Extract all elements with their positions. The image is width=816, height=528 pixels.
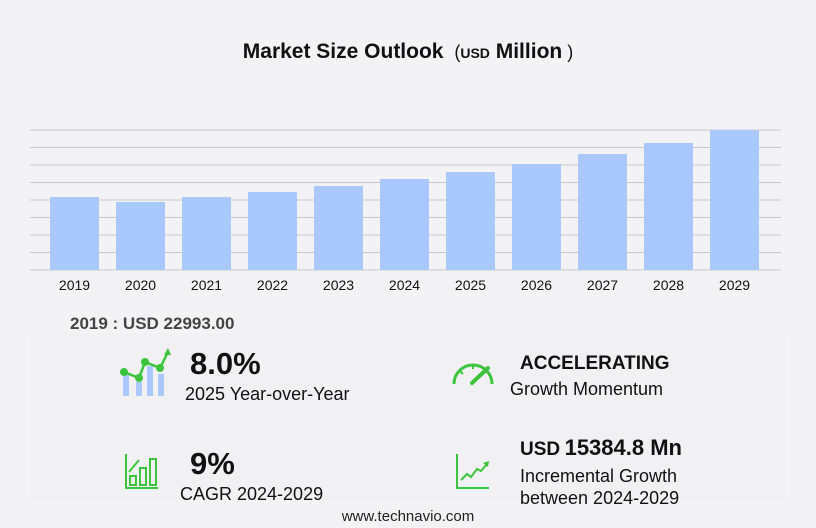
x-tick-label: 2023 xyxy=(323,277,354,293)
growth-chart-icon xyxy=(120,348,171,396)
bar-2027 xyxy=(578,154,627,270)
incremental-value: USD 15384.8 Mn xyxy=(520,435,682,461)
yoy-value: 8.0% xyxy=(190,346,261,381)
bar-2025 xyxy=(446,172,495,270)
bar-2028 xyxy=(644,143,693,270)
bar-2019 xyxy=(50,197,99,270)
bar-growth-icon xyxy=(125,454,158,489)
bar-chart: 2019 2020 2021 2022 2023 2024 2025 2026 2027 2028… xyxy=(30,129,781,293)
momentum-label: Growth Momentum xyxy=(510,379,664,399)
bar-2021 xyxy=(182,197,231,270)
x-tick-label: 2027 xyxy=(587,277,618,293)
x-tick-label: 2024 xyxy=(389,277,420,293)
bar-2020 xyxy=(116,202,165,270)
yoy-label: 2025 Year-over-Year xyxy=(185,384,350,404)
first-year-value: 2019 : USD 22993.00 xyxy=(70,314,235,333)
x-tick-label: 2020 xyxy=(125,277,156,293)
x-tick-label: 2029 xyxy=(719,277,750,293)
incremental-label-1: Incremental Growth xyxy=(520,466,678,486)
momentum-value: ACCELERATING xyxy=(520,353,670,374)
x-tick-label: 2026 xyxy=(521,277,552,293)
footer-url: www.technavio.com xyxy=(341,508,475,525)
incremental-label-2: between 2024-2029 xyxy=(520,488,680,508)
line-growth-icon xyxy=(456,454,489,489)
cagr-label: CAGR 2024-2029 xyxy=(180,484,324,504)
bar-2024 xyxy=(380,179,429,270)
bar-2022 xyxy=(248,192,297,270)
title-unit-suffix: Million xyxy=(495,40,563,63)
x-tick-label: 2021 xyxy=(191,277,222,293)
x-tick-label: 2028 xyxy=(653,277,684,293)
title-unit: USD xyxy=(460,45,490,61)
title-text: Market Size Outlook xyxy=(242,40,444,63)
x-tick-label: 2025 xyxy=(455,277,486,293)
x-tick-label: 2019 xyxy=(59,277,90,293)
cagr-value: 9% xyxy=(190,446,235,481)
chart-title: Market Size Outlook (USD Million ) xyxy=(242,40,574,63)
x-tick-label: 2022 xyxy=(257,277,288,293)
bar-2026 xyxy=(512,164,561,270)
incremental-amount: 15384.8 Mn xyxy=(564,435,682,460)
speedometer-icon xyxy=(452,363,494,385)
incremental-prefix: USD xyxy=(520,439,561,460)
bar-2023 xyxy=(314,186,363,270)
bar-2029 xyxy=(710,130,759,270)
